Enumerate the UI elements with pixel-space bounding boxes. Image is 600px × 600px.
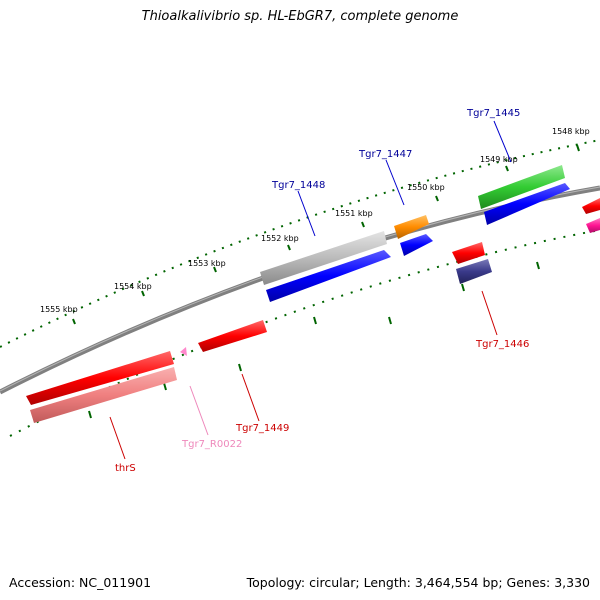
ruler-major-tick [72, 318, 76, 325]
inner-ruler-tick [238, 363, 242, 372]
tick-label: 1554 kbp [114, 282, 152, 291]
tick-label: 1550 kbp [407, 183, 445, 192]
gene-label-tgr7-1446[interactable]: Tgr7_1446 [475, 339, 529, 350]
accession-label: Accession: NC_011901 [9, 575, 152, 590]
gene-label-tgr7-1445[interactable]: Tgr7_1445 [466, 108, 520, 119]
gene-tgr7-1447-orange-arrow[interactable] [394, 215, 429, 239]
reverse-strand-genes [26, 242, 492, 423]
inner-ruler-tick [461, 283, 465, 292]
tick-label: 1552 kbp [261, 234, 299, 243]
gene-label-tgr7-1448[interactable]: Tgr7_1448 [271, 180, 325, 191]
genome-summary: Topology: circular; Length: 3,464,554 bp… [246, 575, 590, 590]
gene-tgr7-r0022-arrow[interactable] [180, 347, 187, 356]
gene-labels: Tgr7_1445 Tgr7_1447 Tgr7_1448 Tgr7_1446 … [115, 108, 529, 474]
tick-label: 1548 kbp [552, 127, 590, 136]
gene-label-tgr7-r0022[interactable]: Tgr7_R0022 [181, 439, 242, 450]
gene-label-thrs[interactable]: thrS [115, 463, 136, 474]
leader-tgr7-r0022 [189, 385, 209, 436]
ruler-major-tick [213, 266, 217, 273]
outer-ruler [0, 139, 600, 348]
tick-label: 1549 kbp [480, 155, 518, 164]
leader-tgr7-1445 [493, 120, 512, 163]
inner-ruler-tick [163, 382, 167, 391]
ruler-major-tick [576, 144, 580, 152]
ruler-labels: 1548 kbp 1549 kbp 1550 kbp 1551 kbp 1552… [40, 127, 590, 314]
gene-thrs-light-arrow[interactable] [30, 367, 177, 423]
gene-label-tgr7-1447[interactable]: Tgr7_1447 [358, 149, 412, 160]
ruler-major-tick [361, 221, 365, 228]
leader-thrs [109, 416, 126, 460]
gene-edge-pink-arrow[interactable] [586, 218, 600, 233]
tick-label: 1555 kbp [40, 305, 78, 314]
gene-tgr7-1449-arrow[interactable] [198, 320, 267, 352]
leader-tgr7-1447 [385, 159, 405, 206]
leader-tgr7-1449 [241, 373, 260, 422]
gene-label-tgr7-1449[interactable]: Tgr7_1449 [235, 423, 289, 434]
ruler-major-tick [505, 165, 509, 172]
tick-label: 1551 kbp [335, 209, 373, 218]
tick-label: 1553 kbp [188, 259, 226, 268]
map-title: Thioalkalivibrio sp. HL-EbGR7, complete … [141, 9, 459, 24]
outer-ruler-dots [0, 139, 600, 348]
gene-edge-red-arrow[interactable] [582, 198, 600, 214]
gene-tgr7-1447-arrow[interactable] [400, 234, 433, 256]
label-leaders [109, 120, 512, 460]
leader-tgr7-1448 [297, 190, 316, 237]
gene-tgr7-1448-arrow[interactable] [266, 250, 391, 302]
ruler-major-tick [141, 290, 145, 297]
gene-tgr7-1448-gray-arrow[interactable] [260, 231, 387, 285]
ruler-major-tick [435, 195, 439, 202]
inner-ruler-tick [313, 316, 317, 325]
gene-tgr7-1446-arrow[interactable] [456, 259, 492, 284]
gene-thrs-arrow[interactable] [26, 351, 174, 405]
gene-tgr7-1446-red-arrow[interactable] [452, 242, 485, 264]
gene-tgr7-1445-arrow[interactable] [484, 183, 570, 225]
leader-tgr7-1446 [481, 290, 498, 336]
inner-ruler-tick [88, 410, 92, 419]
inner-ruler-tick [388, 316, 392, 325]
forward-strand-genes [260, 165, 600, 302]
inner-ruler-tick [536, 261, 540, 270]
ruler-major-tick [287, 244, 291, 251]
gene-tgr7-1445-green-arrow[interactable] [478, 165, 565, 209]
